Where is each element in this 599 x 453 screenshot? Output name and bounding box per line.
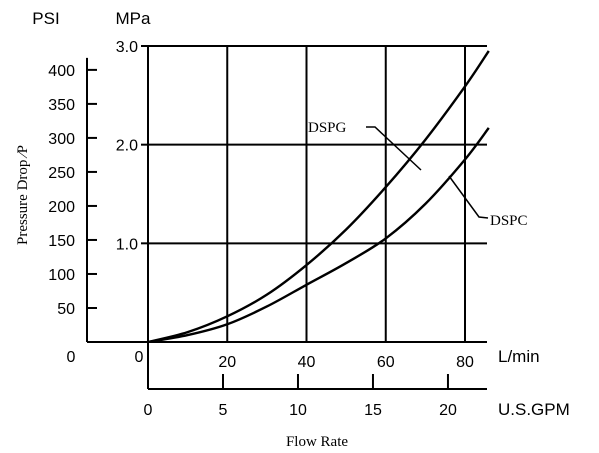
gpm-tick-label: 5 xyxy=(219,402,228,419)
gpm-tick-label: 15 xyxy=(364,402,382,419)
x-unit-primary: L/min xyxy=(498,347,540,366)
lmin-tick-label: 40 xyxy=(298,354,316,371)
psi-tick-label: 400 xyxy=(48,63,75,80)
psi-zero-label: 0 xyxy=(67,349,76,366)
series-line-dspg xyxy=(147,50,490,344)
psi-tick-label: 350 xyxy=(48,97,75,114)
grid xyxy=(148,45,487,342)
gpm-tick-label: 20 xyxy=(439,402,457,419)
lmin-tick-label: 80 xyxy=(456,354,474,371)
series-label-dspg: DSPG xyxy=(308,120,347,136)
series-label-dspc: DSPC xyxy=(490,213,528,229)
x-axis-title: Flow Rate xyxy=(286,434,348,450)
y-unit-secondary: PSI xyxy=(32,9,59,28)
x-unit-secondary: U.S.GPM xyxy=(498,400,570,419)
psi-tick-label: 50 xyxy=(57,301,75,318)
leader-line-dspg xyxy=(366,126,422,171)
gpm-tick-label: 0 xyxy=(144,402,153,419)
mpa-zero-label: 0 xyxy=(135,349,144,366)
leader-line-dspc xyxy=(448,175,489,219)
axes xyxy=(86,46,487,390)
lmin-tick-label: 60 xyxy=(377,354,395,371)
series: DSPG DSPC xyxy=(147,50,528,344)
psi-tick-label: 150 xyxy=(48,233,75,250)
y-unit-primary: MPa xyxy=(116,9,152,28)
mpa-tick-label: 2.0 xyxy=(116,138,138,155)
mpa-tick-label: 3.0 xyxy=(116,39,138,56)
psi-tick-label: 250 xyxy=(48,165,75,182)
series-line-dspc xyxy=(147,127,490,344)
gpm-tick-label: 10 xyxy=(289,402,307,419)
psi-tick-label: 300 xyxy=(48,131,75,148)
psi-tick-label: 100 xyxy=(48,267,75,284)
psi-tick-label: 200 xyxy=(48,199,75,216)
y-axis-title: Pressure Drop ⁄P xyxy=(15,145,31,245)
lmin-tick-label: 20 xyxy=(218,354,236,371)
mpa-tick-label: 1.0 xyxy=(116,236,138,253)
